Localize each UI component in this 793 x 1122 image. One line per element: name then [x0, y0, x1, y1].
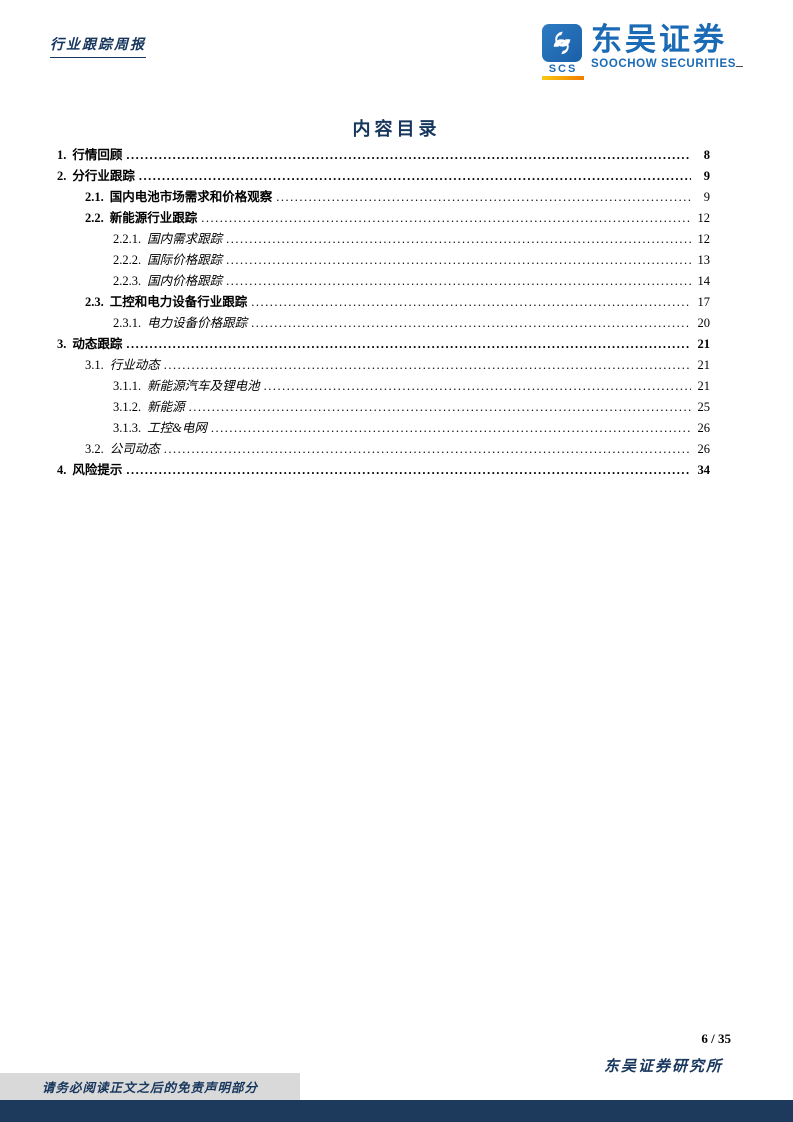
toc-entry-label: 工控和电力设备行业跟踪: [109, 295, 248, 309]
toc-entry[interactable]: 2. 分行业跟踪 9: [57, 166, 710, 187]
toc-entry-number: 2.2.: [85, 211, 104, 225]
toc-entry-page: 13: [697, 253, 711, 267]
toc-leader-dots: [201, 208, 691, 229]
toc-leader-dots: [211, 418, 691, 439]
toc-entry-number: 2.1.: [85, 190, 104, 204]
toc-entry-number: 2.2.1.: [113, 232, 142, 246]
toc-entry-number: 2.: [57, 169, 67, 183]
toc-entry-label: 电力设备价格跟踪: [147, 316, 248, 330]
toc-entry-label: 分行业跟踪: [72, 169, 135, 183]
toc-entry-label: 新能源: [147, 400, 185, 414]
toc-entry-page: 14: [697, 274, 711, 288]
toc-leader-dots: [126, 334, 691, 355]
toc-leader-dots: [226, 250, 691, 271]
toc-entry-page: 9: [703, 190, 710, 204]
logo-orange-bar: [542, 76, 585, 80]
toc-entry[interactable]: 1. 行情回顾 8: [57, 145, 710, 166]
toc-entry-label: 国内价格跟踪: [147, 274, 223, 288]
toc-entry-page: 12: [697, 232, 711, 246]
toc-entry-number: 4.: [57, 463, 67, 477]
toc-leader-dots: [276, 187, 691, 208]
toc-entry[interactable]: 3.1.3. 工控&电网 26: [57, 418, 710, 439]
report-type-label: 行业跟踪周报: [50, 34, 146, 58]
toc-entry-page: 26: [697, 442, 711, 456]
toc-entry-number: 2.2.2.: [113, 253, 142, 267]
toc-entry[interactable]: 2.2. 新能源行业跟踪 12: [57, 208, 710, 229]
toc-entry-number: 2.3.: [85, 295, 104, 309]
toc-entry-label: 国内需求跟踪: [147, 232, 223, 246]
toc-entry[interactable]: 3. 动态跟踪 21: [57, 334, 710, 355]
toc-entry[interactable]: 3.2. 公司动态 26: [57, 439, 710, 460]
toc-entry-number: 3.1.3.: [113, 421, 142, 435]
toc-title: 内容目录: [352, 119, 441, 139]
toc-entry-number: 2.2.3.: [113, 274, 142, 288]
toc-leader-dots: [251, 292, 691, 313]
toc-leader-dots: [126, 460, 691, 481]
toc-entry[interactable]: 2.3.1. 电力设备价格跟踪 20: [57, 313, 710, 334]
toc-entry-number: 1.: [57, 148, 67, 162]
toc-list: 1. 行情回顾 8 2. 分行业跟踪 9 2.1. 国内电池市场需求和价格观察 …: [57, 145, 710, 481]
soochow-securities-logo: SCS 东吴证券 SOOCHOW SECURITIES: [542, 24, 736, 80]
toc-entry-page: 34: [697, 463, 711, 477]
logo-text-column: 东吴证券 SOOCHOW SECURITIES: [591, 22, 736, 71]
toc-entry[interactable]: 2.2.3. 国内价格跟踪 14: [57, 271, 710, 292]
toc-leader-dots: [189, 397, 691, 418]
logo-icon-column: SCS: [542, 24, 585, 80]
toc-entry-number: 3.2.: [85, 442, 104, 456]
toc-entry[interactable]: 4. 风险提示 34: [57, 460, 710, 481]
toc-leader-dots: [164, 355, 691, 376]
toc-entry[interactable]: 3.1.1. 新能源汽车及锂电池 21: [57, 376, 710, 397]
logo-brand-chinese: 东吴证券: [591, 22, 728, 57]
header-dash-mark: –: [735, 58, 743, 73]
toc-entry[interactable]: 2.2.1. 国内需求跟踪 12: [57, 229, 710, 250]
toc-entry-label: 公司动态: [109, 442, 160, 456]
toc-entry-page: 26: [697, 421, 711, 435]
toc-leader-dots: [251, 313, 691, 334]
toc-entry[interactable]: 2.3. 工控和电力设备行业跟踪 17: [57, 292, 710, 313]
toc-entry-page: 12: [697, 211, 711, 225]
toc-entry-label: 动态跟踪: [72, 337, 123, 351]
toc-entry-label: 风险提示: [72, 463, 123, 477]
toc-entry-number: 2.3.1.: [113, 316, 142, 330]
toc-entry-number: 3.1.2.: [113, 400, 142, 414]
toc-entry[interactable]: 2.2.2. 国际价格跟踪 13: [57, 250, 710, 271]
toc-leader-dots: [264, 376, 691, 397]
toc-entry-label: 行业动态: [109, 358, 160, 372]
logo-mark-icon: [542, 24, 583, 62]
toc-entry-label: 新能源汽车及锂电池: [147, 379, 260, 393]
toc-leader-dots: [139, 166, 691, 187]
toc-entry-page: 25: [697, 400, 711, 414]
toc-leader-dots: [164, 439, 691, 460]
toc-entry-number: 3.1.1.: [113, 379, 142, 393]
toc-leader-dots: [226, 229, 691, 250]
toc-entry[interactable]: 3.1. 行业动态 21: [57, 355, 710, 376]
toc-entry-page: 17: [697, 295, 711, 309]
toc-entry-page: 8: [703, 148, 710, 162]
toc-entry-label: 新能源行业跟踪: [109, 211, 198, 225]
toc-entry-page: 20: [697, 316, 711, 330]
logo-scs-text: SCS: [548, 63, 578, 75]
toc-entry-page: 21: [697, 379, 711, 393]
disclaimer-text: 请务必阅读正文之后的免责声明部分: [41, 1081, 258, 1095]
toc-entry-number: 3.1.: [85, 358, 104, 372]
logo-brand-english: SOOCHOW SECURITIES: [591, 58, 736, 70]
toc-entry-label: 国际价格跟踪: [147, 253, 223, 267]
research-institute-label: 东吴证券研究所: [603, 1059, 723, 1075]
toc-entry-label: 工控&电网: [147, 421, 207, 435]
toc-entry-number: 3.: [57, 337, 67, 351]
disclaimer-bar: 请务必阅读正文之后的免责声明部分: [0, 1073, 300, 1100]
page-indicator: 6 / 35: [701, 1031, 731, 1046]
toc-entry[interactable]: 3.1.2. 新能源 25: [57, 397, 710, 418]
toc-entry-page: 9: [703, 169, 710, 183]
toc-leader-dots: [126, 145, 691, 166]
toc-entry-label: 行情回顾: [72, 148, 123, 162]
toc-entry-page: 21: [697, 337, 711, 351]
toc-entry-page: 21: [697, 358, 711, 372]
toc-leader-dots: [226, 271, 691, 292]
toc-entry[interactable]: 2.1. 国内电池市场需求和价格观察 9: [57, 187, 710, 208]
toc-entry-label: 国内电池市场需求和价格观察: [109, 190, 273, 204]
footer-navy-bar: [0, 1100, 793, 1122]
